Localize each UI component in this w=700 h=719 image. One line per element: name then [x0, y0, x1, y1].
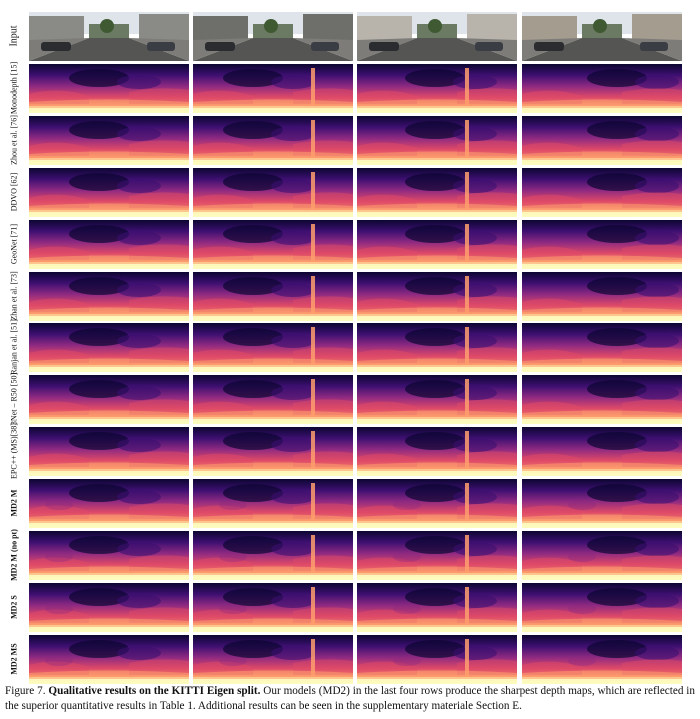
row-label: MD2 M: [0, 479, 28, 528]
row-label-text: MD2 M (no pt): [9, 529, 19, 581]
depth-map-image: [522, 63, 682, 113]
depth-map-image: [29, 375, 189, 425]
depth-map-image: [522, 271, 682, 321]
depth-map-image: [193, 115, 353, 165]
depth-map-image: [522, 479, 682, 529]
depth-map-image: [193, 582, 353, 632]
caption-title: Qualitative results on the KITTI Eigen s…: [48, 685, 261, 697]
figure-caption: Figure 7. Qualitative results on the KIT…: [5, 684, 695, 714]
depth-map-image: [193, 219, 353, 269]
input-image: [357, 12, 517, 61]
depth-map-image: [357, 479, 517, 529]
depth-map-image: [522, 219, 682, 269]
depth-map-image: [357, 167, 517, 217]
depth-map-image: [522, 167, 682, 217]
row-label: Zhou et al. [76]: [0, 114, 28, 165]
caption-text: Our models (MD2) in the last four rows p…: [5, 685, 696, 712]
row-label: Zhan et al. [73]: [0, 270, 28, 321]
figure-row: Ranjan et al. [51]: [0, 320, 700, 376]
row-label: Ranjan et al. [51]: [0, 320, 28, 376]
row-label-text: 3Net – R50 [50]: [9, 373, 19, 426]
depth-map-image: [357, 375, 517, 425]
depth-map-image: [193, 479, 353, 529]
figure-row: Zhan et al. [73]: [0, 270, 700, 321]
depth-map-image: [522, 427, 682, 477]
figure-row: Zhou et al. [76]: [0, 114, 700, 165]
caption-prefix: Figure 7.: [5, 685, 46, 697]
depth-map-image: [357, 271, 517, 321]
depth-map-image: [522, 375, 682, 425]
figure-row: DDVO [62]: [0, 167, 700, 217]
depth-map-image: [29, 63, 189, 113]
depth-map-image: [29, 634, 189, 684]
row-label: GeoNet [71]: [0, 220, 28, 269]
depth-map-image: [29, 479, 189, 529]
figure-row: MD2 M (no pt): [0, 529, 700, 581]
row-label-text: GeoNet [71]: [9, 223, 19, 264]
figure-row: 3Net – R50 [50]: [0, 373, 700, 426]
figure-row: EPC++ (MS)[38]: [0, 423, 700, 479]
depth-map-image: [522, 634, 682, 684]
depth-map-image: [29, 323, 189, 373]
input-image: [193, 12, 353, 61]
row-label-text: MD2 M: [9, 489, 19, 517]
figure-row: Input: [0, 12, 700, 61]
row-label: MD2 M (no pt): [0, 529, 28, 581]
input-image: [522, 12, 682, 61]
depth-map-image: [29, 582, 189, 632]
depth-map-image: [29, 115, 189, 165]
row-label-text: Input: [8, 25, 20, 47]
depth-map-image: [357, 115, 517, 165]
figure-row: MD2 M: [0, 479, 700, 529]
depth-map-image: [193, 427, 353, 477]
depth-map-image: [29, 167, 189, 217]
depth-map-image: [29, 219, 189, 269]
depth-map-image: [357, 323, 517, 373]
depth-map-image: [522, 323, 682, 373]
figure-row: Monodepth [15]: [0, 61, 700, 114]
row-label-text: DDVO [62]: [9, 172, 19, 211]
depth-map-image: [522, 582, 682, 632]
depth-map-image: [29, 427, 189, 477]
depth-map-image: [357, 531, 517, 580]
depth-map-image: [29, 271, 189, 321]
depth-map-image: [357, 427, 517, 477]
depth-map-image: [193, 375, 353, 425]
input-image: [29, 12, 189, 61]
depth-map-image: [522, 115, 682, 165]
figure-row: GeoNet [71]: [0, 219, 700, 269]
row-label: EPC++ (MS)[38]: [0, 423, 28, 479]
depth-map-image: [193, 531, 353, 580]
row-label-text: MD2 S: [9, 595, 19, 619]
depth-map-image: [522, 531, 682, 580]
depth-map-image: [193, 323, 353, 373]
row-label-text: MD2 MS: [9, 643, 19, 675]
depth-map-image: [193, 634, 353, 684]
depth-map-image: [29, 531, 189, 580]
row-label: Monodepth [15]: [0, 61, 28, 114]
depth-map-image: [193, 63, 353, 113]
row-label-text: Zhan et al. [73]: [9, 270, 19, 321]
depth-map-image: [357, 634, 517, 684]
row-label-text: Zhou et al. [76]: [9, 114, 19, 165]
figure-row: MD2 MS: [0, 634, 700, 684]
depth-map-image: [193, 271, 353, 321]
depth-map-image: [193, 167, 353, 217]
row-label-text: Monodepth [15]: [9, 61, 19, 114]
figure-row: MD2 S: [0, 582, 700, 632]
row-label: MD2 MS: [0, 635, 28, 684]
row-label: 3Net – R50 [50]: [0, 373, 28, 426]
depth-map-image: [357, 582, 517, 632]
depth-map-image: [357, 219, 517, 269]
depth-map-image: [357, 63, 517, 113]
row-label: DDVO [62]: [0, 168, 28, 217]
row-label: MD2 S: [0, 583, 28, 632]
row-label-text: EPC++ (MS)[38]: [9, 423, 19, 480]
row-label-text: Ranjan et al. [51]: [9, 319, 19, 376]
row-label: Input: [0, 12, 28, 61]
